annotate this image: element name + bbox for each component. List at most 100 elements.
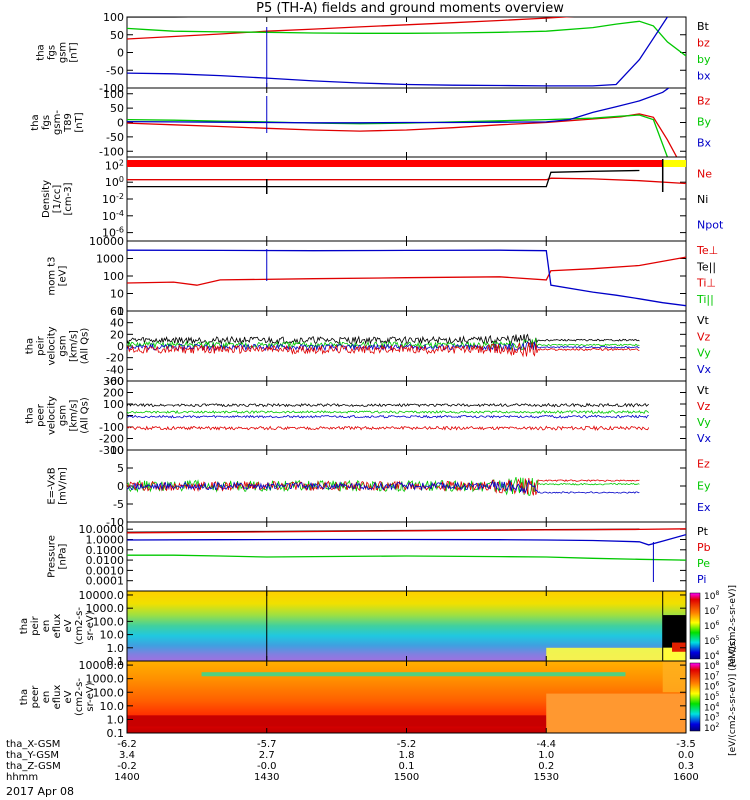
- legend-Pe: Pe: [697, 557, 710, 570]
- legend-Te||: Te||: [696, 260, 716, 273]
- y-axis-label: (cm2-s-: [74, 607, 85, 645]
- trace-0000c8: [126, 341, 640, 352]
- colorbar-tick-label: 106: [704, 620, 719, 632]
- y-axis-label: peir: [30, 615, 41, 635]
- legend-Vt: Vt: [697, 314, 710, 327]
- colorbar-tick-label: 107: [704, 605, 719, 617]
- y-axis-label: sr-eV): [85, 682, 96, 711]
- y-tick-label: 0: [117, 480, 124, 493]
- y-axis-label: T89: [63, 113, 74, 133]
- y-axis-label: [eV]: [58, 266, 69, 287]
- x-axis-value: 2.7: [259, 750, 275, 761]
- y-tick-label: -300: [99, 444, 124, 457]
- x-axis-value: 1400: [114, 772, 139, 783]
- panel-fgs-gsm: 100 50 0 -50 -100 tha fgs gsm [nT] Bt bz by bx: [36, 11, 711, 95]
- y-axis-label: tha: [19, 618, 30, 634]
- y-axis-label: [mV/m]: [58, 467, 69, 505]
- y-tick-label: -100: [99, 145, 124, 158]
- y-axis-label: [1/cc]: [52, 185, 63, 214]
- y-tick-label: 102: [105, 158, 124, 172]
- y-tick-label: 10-4: [102, 209, 124, 223]
- y-tick-label: -200: [99, 433, 124, 446]
- y-tick-label: 0.0100: [86, 554, 125, 567]
- y-tick-label: 100: [103, 270, 124, 283]
- x-axis-row-label: tha_Z-GSM: [6, 761, 61, 772]
- high-energy-region: [662, 661, 686, 693]
- date-label: 2017 Apr 08: [6, 785, 74, 798]
- y-tick-label: 10.0000: [79, 523, 125, 536]
- x-axis-value: 0.3: [678, 761, 694, 772]
- legend-Vy: Vy: [697, 347, 711, 360]
- colorbar: [689, 592, 701, 660]
- y-tick-label: 10: [110, 444, 124, 457]
- figure-title: P5 (TH-A) fields and ground moments over…: [256, 1, 564, 16]
- legend-Pt: Pt: [697, 525, 709, 538]
- colorbar-label: [eV/(cm2-s-sr-eV)] (All Qs): [728, 638, 738, 756]
- y-tick-label: 300: [103, 375, 124, 388]
- x-axis-value: -0.2: [117, 761, 137, 772]
- legend-bx: bx: [697, 70, 711, 83]
- legend-bz: bz: [697, 37, 710, 50]
- y-tick-label: -20: [106, 352, 124, 365]
- y-tick-label: 1.0: [107, 642, 125, 655]
- y-axis-label: eflux: [52, 685, 63, 710]
- x-axis-value: 1430: [254, 772, 279, 783]
- legend-Ez: Ez: [697, 457, 710, 470]
- x-axis-value: 1600: [673, 772, 698, 783]
- x-axis-value: 1.0: [538, 750, 554, 761]
- panel-mom-t3: 10000 1000 100 10 1 mom t3 [eV] Te⊥ Te|| Ti⊥ Ti||: [47, 235, 719, 318]
- x-axis-value: 1500: [394, 772, 419, 783]
- legend-Vz: Vz: [697, 400, 711, 413]
- trace-0000c8: [126, 414, 649, 419]
- y-axis-label: velocity: [47, 396, 58, 435]
- colorbar-tick-label: 102: [704, 722, 719, 734]
- x-axis-row-label: tha_X-GSM: [6, 739, 60, 750]
- legend-Bt: Bt: [697, 20, 710, 33]
- colorbar-tick-label: 108: [704, 590, 719, 602]
- y-tick-label: 1: [117, 305, 124, 318]
- legend-Vz: Vz: [697, 330, 711, 343]
- y-tick-label: 0: [117, 340, 124, 353]
- y-axis-label: (cm2-s-: [74, 678, 85, 716]
- y-tick-label: 1.0: [107, 713, 125, 726]
- legend-By: By: [697, 116, 712, 129]
- y-axis-label: peer: [36, 403, 47, 427]
- y-tick-label: 0: [117, 410, 124, 423]
- green-stripe: [201, 672, 626, 677]
- y-axis-label: (All Qs): [80, 397, 91, 434]
- legend-Ex: Ex: [697, 501, 711, 514]
- series-Bx: [127, 88, 670, 124]
- trace-00c800: [126, 409, 649, 415]
- legend-Bx: Bx: [697, 137, 712, 150]
- legend-Te⊥: Te⊥: [696, 244, 718, 257]
- y-axis-label: gsm-: [52, 110, 63, 135]
- series-Ti: [127, 249, 686, 307]
- x-axis-row-label: hhmm: [6, 772, 38, 783]
- y-axis-label: mom t3: [47, 256, 58, 295]
- y-axis-label: tha: [19, 689, 30, 705]
- y-axis-label: [nT]: [74, 112, 85, 132]
- y-tick-label: 200: [103, 387, 124, 400]
- y-axis-label: fgs: [47, 45, 58, 60]
- trace-e00000: [126, 342, 640, 358]
- no-data-region: [662, 615, 686, 648]
- y-tick-label: 50: [110, 29, 124, 42]
- trace-0000c8: [126, 479, 640, 494]
- series-Ni: [127, 169, 640, 188]
- y-axis-label: (All Qs): [80, 328, 91, 365]
- y-axis-label: gsm: [58, 42, 69, 63]
- y-tick-label: 100: [105, 175, 124, 189]
- y-axis-label: [km/s]: [69, 399, 80, 431]
- y-axis-label: fgs: [41, 115, 52, 130]
- legend-Vx: Vx: [697, 432, 712, 445]
- low-energy-red-band: [127, 715, 547, 727]
- y-tick-label: 100: [103, 11, 124, 24]
- trace-e00000: [126, 425, 650, 431]
- y-tick-label: -5: [113, 498, 124, 511]
